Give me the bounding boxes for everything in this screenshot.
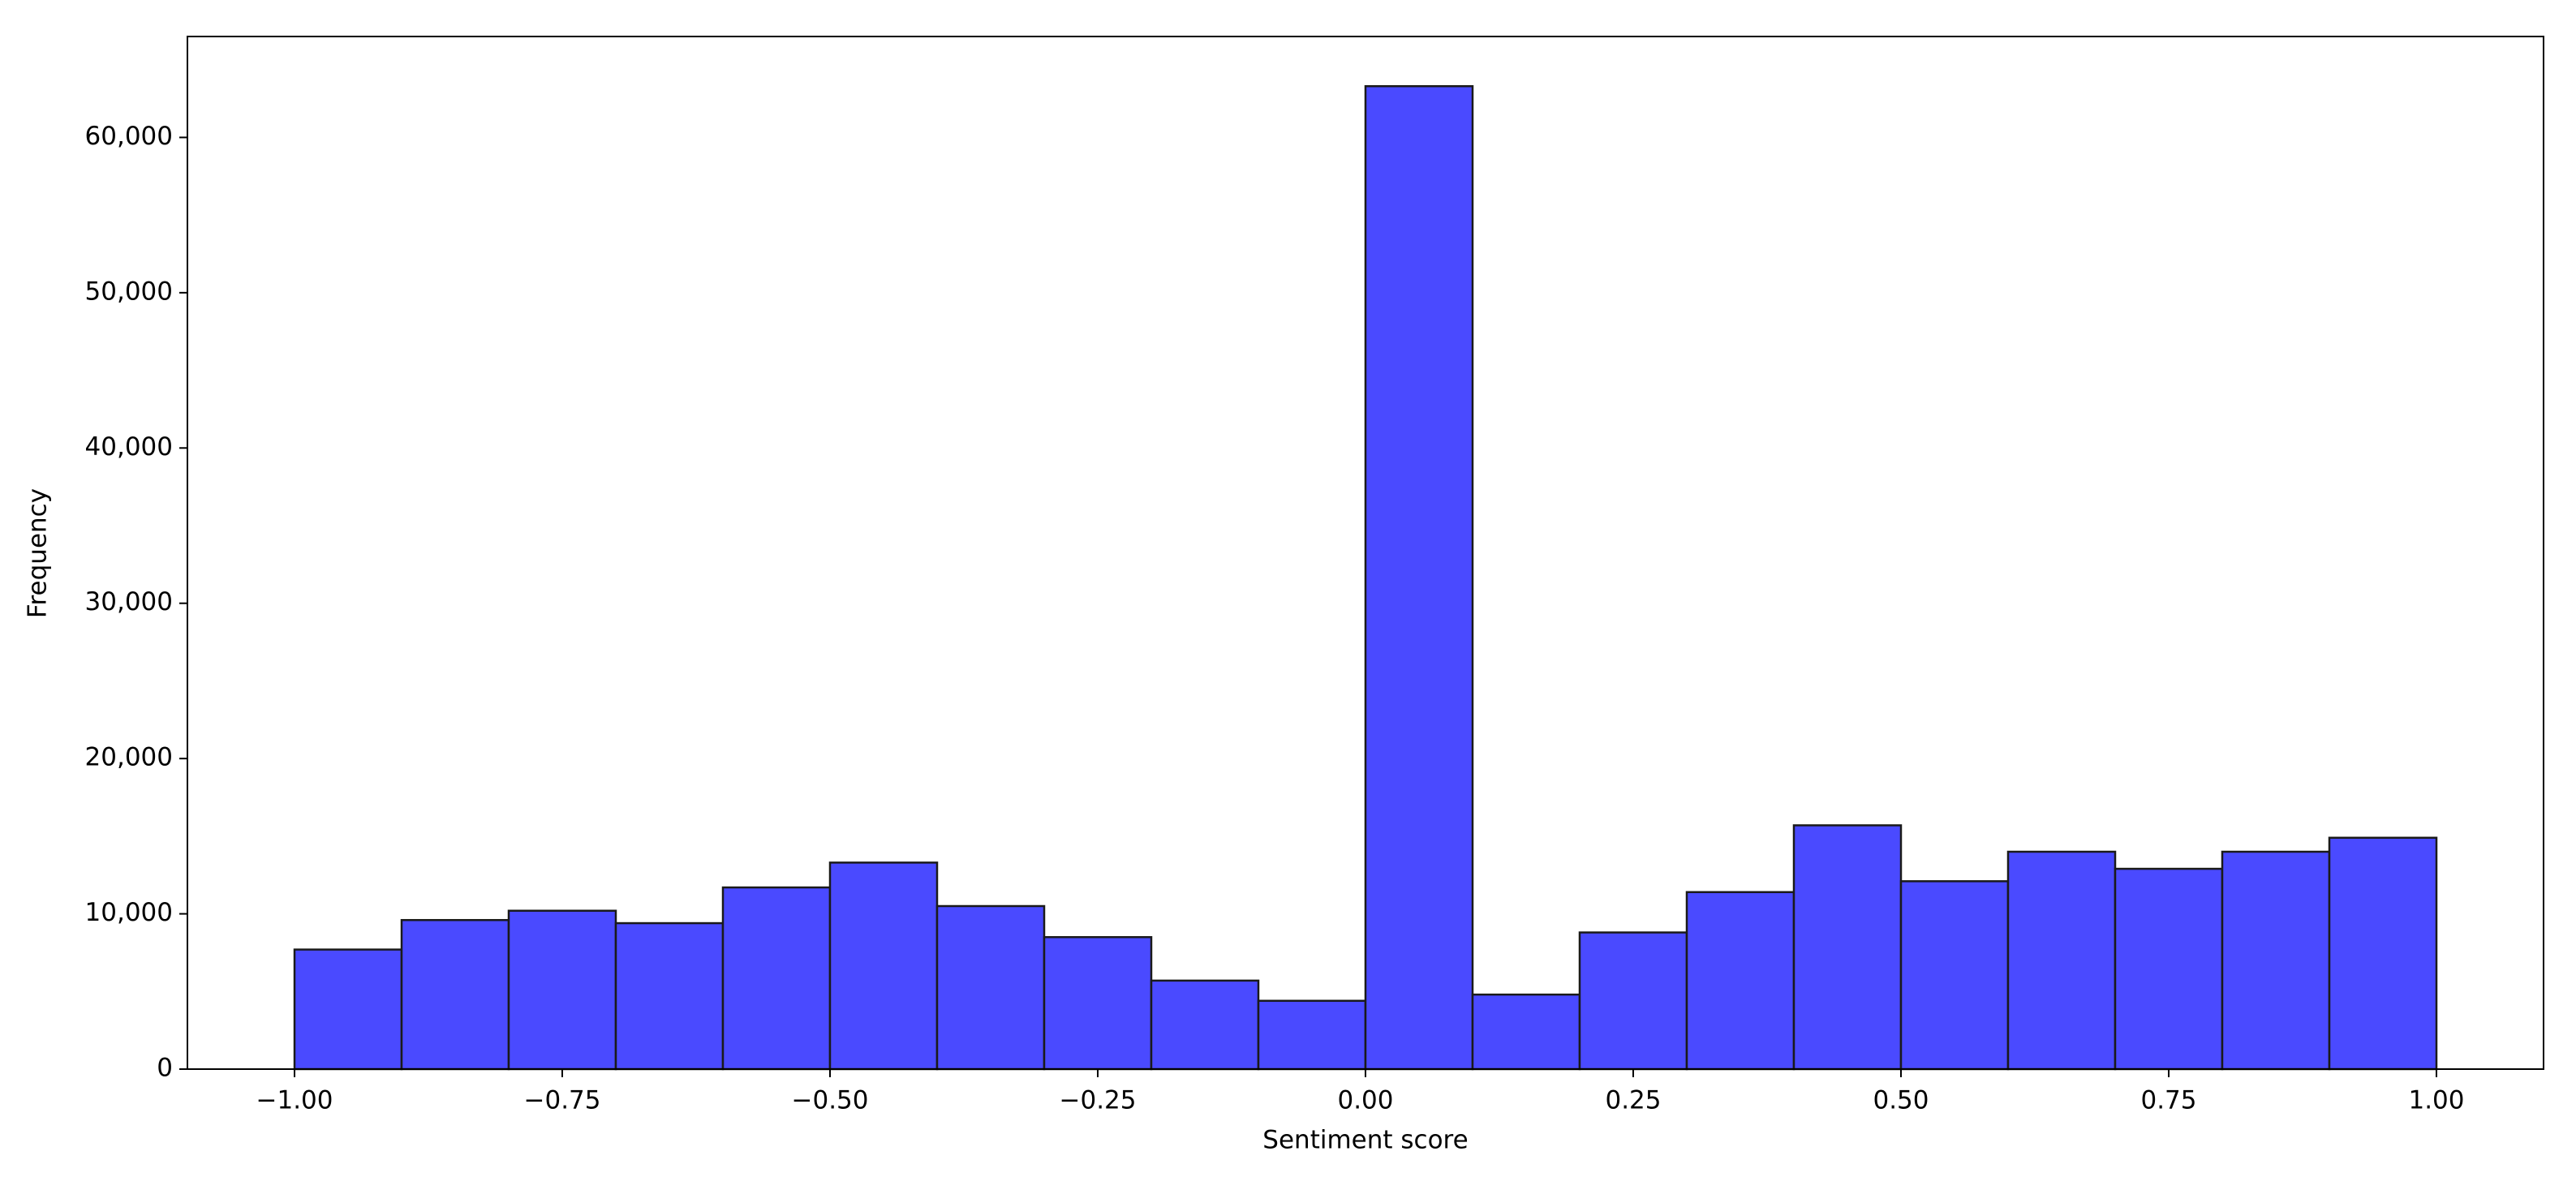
y-tick-label: 50,000	[85, 277, 173, 306]
plot-frame	[187, 36, 2544, 1070]
bar	[1150, 979, 1260, 1071]
bar	[2114, 867, 2224, 1071]
bar	[828, 861, 939, 1071]
x-tick-label: −0.50	[792, 1086, 869, 1115]
bar	[1257, 999, 1367, 1071]
y-tick-label: 40,000	[85, 432, 173, 462]
x-tick-label: −0.75	[524, 1086, 601, 1115]
y-tick-label: 10,000	[85, 898, 173, 927]
y-tick-label: 60,000	[85, 122, 173, 151]
y-axis-label: Frequency	[24, 488, 53, 618]
bar	[1043, 936, 1153, 1071]
bar	[935, 904, 1046, 1071]
bar	[2328, 836, 2438, 1071]
bar	[1364, 85, 1474, 1071]
bar	[507, 909, 617, 1071]
x-tick-label: 0.25	[1605, 1086, 1661, 1115]
x-axis-label: Sentiment score	[1262, 1126, 1468, 1155]
x-tick-label: 0.00	[1337, 1086, 1393, 1115]
bar	[1578, 931, 1688, 1071]
bar	[2221, 850, 2331, 1071]
bar	[293, 948, 403, 1071]
bar	[400, 918, 510, 1071]
y-tick-label: 0	[157, 1054, 173, 1083]
x-tick-label: 0.75	[2140, 1086, 2196, 1115]
x-tick-label: −1.00	[256, 1086, 333, 1115]
bar	[2006, 850, 2117, 1071]
bar	[1685, 891, 1795, 1071]
x-tick-label: 1.00	[2408, 1086, 2464, 1115]
bar	[721, 886, 832, 1071]
bar	[1471, 993, 1581, 1071]
bar	[614, 921, 725, 1071]
bar	[1792, 824, 1903, 1071]
y-tick-label: 20,000	[85, 743, 173, 772]
y-tick-label: 30,000	[85, 587, 173, 616]
x-tick-label: −0.25	[1060, 1086, 1137, 1115]
bar	[1899, 880, 2010, 1071]
x-tick-label: 0.50	[1873, 1086, 1929, 1115]
